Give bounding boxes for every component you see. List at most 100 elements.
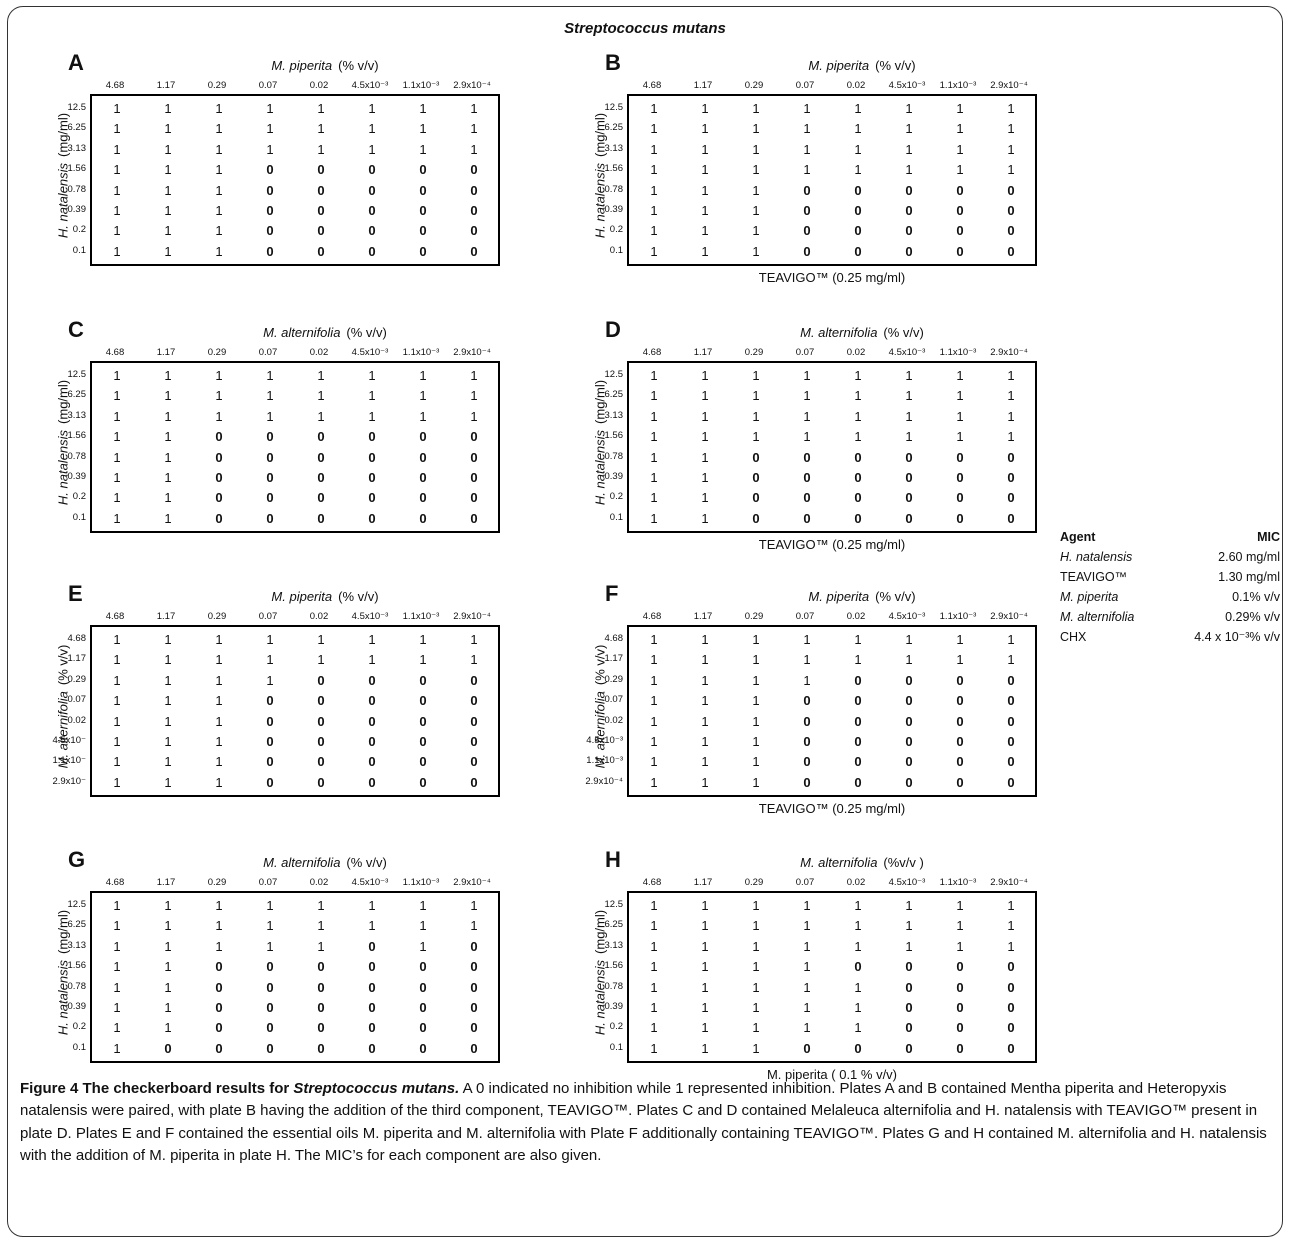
y-tick-label: 0.1: [72, 511, 86, 523]
grid-cell: 1: [650, 938, 658, 954]
x-tick-label: 0.02: [309, 80, 329, 91]
grid-cell: 0: [752, 510, 760, 526]
mic-agent: M. piperita: [1060, 590, 1119, 604]
grid-cell: 0: [215, 470, 223, 485]
grid-cell: 1: [701, 121, 709, 137]
grid-cell: 1: [905, 408, 913, 424]
grid-cell: 1: [701, 754, 709, 770]
y-tick-label: 0.78: [604, 980, 624, 992]
grid-cell: 1: [650, 1020, 658, 1036]
grid-cell: 0: [905, 182, 913, 198]
grid-cell: 0: [317, 429, 325, 445]
x-tick-label: 4.5x10⁻³: [351, 80, 389, 91]
grid-cell: 1: [701, 632, 709, 647]
y-tick-label: 12.5: [67, 102, 87, 113]
grid-cell: 1: [215, 734, 223, 749]
grid-cell: 1: [215, 774, 223, 790]
grid-cell: 1: [752, 429, 760, 445]
panel-d: D M. alternifolia (% v/v) 4.68 1.17 0.29 0.07 0…: [593, 317, 1097, 573]
y-tick-column: 4.68 1.17 0.29 0.07 0.02 4.5x10⁻³ 1.1x10⁻³ 2.9x…: [575, 625, 625, 797]
grid-cell: 1: [1007, 429, 1015, 445]
grid-cell: 1: [164, 918, 172, 934]
grid-cell: 1: [701, 979, 709, 995]
grid-cell: 1: [215, 754, 223, 770]
grid-cell: 0: [368, 754, 376, 770]
grid-cell: 1: [113, 713, 121, 729]
grid-cell: 0: [266, 182, 274, 198]
grid-cell: 0: [956, 223, 964, 239]
grid-cell: 1: [164, 182, 172, 198]
grid-cell: 0: [419, 754, 427, 770]
x-axis-unit: (%v/v ): [883, 855, 924, 870]
grid-cell: 0: [956, 672, 964, 688]
grid-cell: 0: [266, 713, 274, 729]
x-tick-label: 4.5x10⁻³: [888, 347, 926, 358]
grid-cell: 1: [701, 1020, 709, 1036]
grid-cell: 0: [854, 470, 862, 485]
grid-cell: 1: [317, 121, 325, 137]
x-tick-label: 0.07: [258, 80, 278, 91]
grid-cell: 1: [956, 388, 964, 404]
grid-cell: 1: [752, 141, 760, 157]
grid-cell: 1: [113, 223, 121, 239]
grid-cell: 1: [650, 388, 658, 404]
grid-cell: 0: [368, 510, 376, 526]
checkerboard-grid: 1 1 1 1 1 1 1 1 1 1 1 1 1 1 1 1 1 1 1 1 1 0 1 0 1 1 0 0 0 0 0 0 1 1 0 0 0 0 0 0…: [90, 891, 500, 1063]
grid-cell: 1: [956, 632, 964, 647]
y-tick-label: 6.25: [604, 389, 624, 401]
grid-cell: 1: [266, 672, 274, 688]
grid-cell: 0: [419, 162, 427, 178]
grid-cell: 1: [419, 121, 427, 137]
grid-cell: 1: [803, 141, 811, 157]
x-tick-label: 0.29: [744, 611, 764, 622]
grid-cell: 1: [905, 388, 913, 404]
grid-cell: 1: [701, 429, 709, 445]
y-tick-label: 0.1: [609, 1041, 623, 1053]
grid-cell: 0: [803, 490, 811, 506]
grid-cell: 1: [701, 162, 709, 178]
x-tick-label: 0.02: [309, 347, 329, 358]
grid-cell: 0: [854, 510, 862, 526]
grid-cell: 1: [701, 959, 709, 975]
grid-cell: 1: [419, 652, 427, 668]
y-tick-label: 0.1: [72, 244, 86, 256]
x-tick-label: 4.68: [642, 611, 662, 622]
grid-cell: 1: [803, 408, 811, 424]
grid-cell: 1: [650, 470, 658, 485]
mic-row: TEAVIGO™ 1.30 mg/ml: [1060, 567, 1280, 587]
x-tick-label: 0.02: [846, 347, 866, 358]
figure-caption: Figure 4 The checkerboard results for St…: [20, 1078, 1275, 1167]
grid-cell: 0: [419, 1000, 427, 1015]
y-axis-unit: (mg/ml): [592, 379, 608, 424]
x-tick-label: 4.68: [105, 877, 125, 888]
grid-cell: 1: [113, 693, 121, 709]
grid-cell: 1: [317, 632, 325, 647]
grid-cell: 0: [317, 223, 325, 239]
grid-cell: 1: [956, 368, 964, 383]
y-tick-column: 4.68 1.17 0.29 0.07 0.02 4.5x10⁻ 1.1x10⁻ 2.9x10…: [38, 625, 88, 797]
grid-cell: 0: [905, 1040, 913, 1056]
grid-cell: 0: [854, 713, 862, 729]
grid-cell: 1: [317, 141, 325, 157]
grid-cell: 1: [752, 959, 760, 975]
grid-cell: 0: [956, 203, 964, 218]
y-axis-agent: H. natalensis: [592, 429, 608, 506]
grid-cell: 1: [752, 1000, 760, 1015]
grid-cell: 1: [803, 959, 811, 975]
grid-cell: 1: [701, 672, 709, 688]
grid-cell: 1: [266, 388, 274, 404]
y-tick-label: 0.1: [609, 511, 623, 523]
x-tick-label: 0.29: [207, 347, 227, 358]
grid-cell: 1: [164, 754, 172, 770]
figure-title: Streptococcus mutans: [564, 20, 726, 37]
grid-cell: 1: [113, 774, 121, 790]
grid-cell: 0: [419, 774, 427, 790]
x-tick-label: 0.29: [744, 80, 764, 91]
grid-cell: 0: [1007, 774, 1015, 790]
grid-cell: 0: [905, 490, 913, 506]
grid-cell: 0: [470, 1020, 478, 1036]
checkerboard-grid: 1 1 1 1 1 1 1 1 1 1 1 1 1 1 1 1 1 1 1 1 1 1 1 1 1 1 1 1 1 1 1 1 1 1 1 0 0 0 0 0…: [627, 94, 1037, 266]
panel-f: F M. piperita (% v/v) 4.68 1.17 0.29 0.07 0.02 4…: [585, 581, 1097, 837]
grid-cell: 0: [419, 1040, 427, 1056]
caption-lead: Figure 4 The checkerboard results for: [20, 1080, 294, 1097]
